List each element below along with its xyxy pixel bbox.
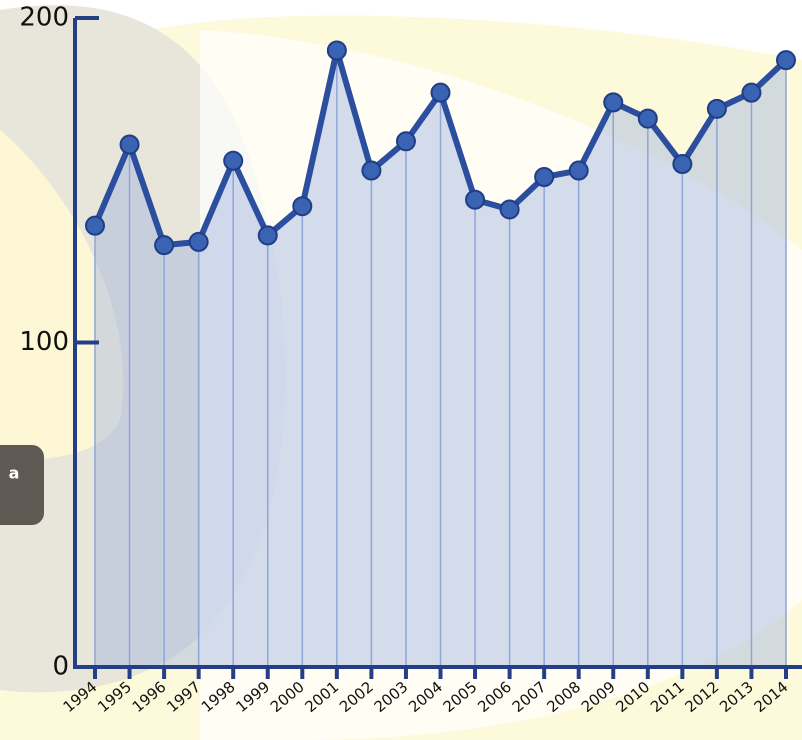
marker xyxy=(155,236,173,254)
marker xyxy=(604,93,622,111)
marker xyxy=(293,197,311,215)
marker xyxy=(466,191,484,209)
marker xyxy=(397,132,415,150)
marker xyxy=(224,152,242,170)
y-tick-label: 0 xyxy=(52,652,69,682)
button[interactable] xyxy=(0,445,44,525)
marker xyxy=(432,84,450,102)
marker xyxy=(639,110,657,128)
button-label[interactable]: a xyxy=(9,464,20,483)
marker xyxy=(535,168,553,186)
marker xyxy=(570,162,588,180)
y-tick-label: 200 xyxy=(19,3,69,33)
marker xyxy=(501,200,519,218)
marker xyxy=(121,136,139,154)
marker xyxy=(190,233,208,251)
marker xyxy=(777,51,795,69)
marker xyxy=(328,41,346,59)
page: a 01002001994199519961997199819992000200… xyxy=(0,0,802,740)
y-tick-label: 100 xyxy=(19,327,69,357)
marker xyxy=(673,155,691,173)
chart: a 01002001994199519961997199819992000200… xyxy=(0,0,802,740)
marker xyxy=(362,162,380,180)
marker xyxy=(708,100,726,118)
marker xyxy=(742,84,760,102)
marker xyxy=(86,217,104,235)
marker xyxy=(259,226,277,244)
